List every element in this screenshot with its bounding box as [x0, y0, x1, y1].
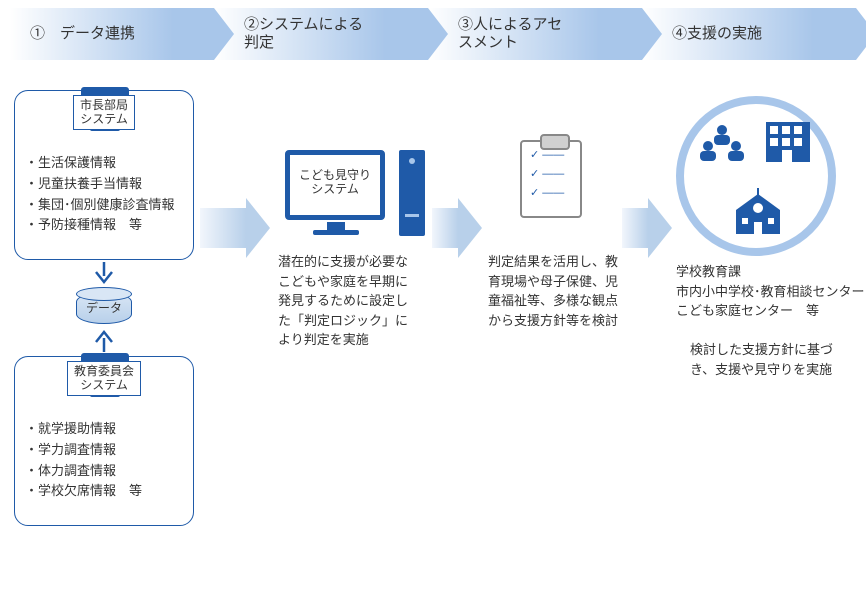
- stage4-orgs: 学校教育課 市内小中学校･教育相談センター こども家庭センター 等: [676, 262, 866, 321]
- stage3-desc: 判定結果を活用し、教育現場や母子保健、児童福祉等、多様な観点から支援方針等を検討: [488, 252, 618, 330]
- stage-3-label: ③人によるアセ スメント: [458, 16, 562, 52]
- check-icon: ✓ ——: [530, 186, 580, 199]
- stage-2: ②システムによる 判定: [214, 8, 428, 60]
- database-icon: データ: [76, 292, 132, 324]
- list-item: ・学校欠席情報 等: [25, 481, 183, 502]
- stage-1: ① データ連携: [10, 8, 214, 60]
- flow-arrow-icon: [622, 208, 648, 248]
- list-item: ・体力調査情報: [25, 461, 183, 482]
- clipboard-icon: ✓ —— ✓ —— ✓ ——: [520, 140, 582, 218]
- stage-1-label: ① データ連携: [30, 25, 135, 43]
- list-item: ・予防接種情報 等: [25, 215, 183, 236]
- check-icon: ✓ ——: [530, 167, 580, 180]
- stage2-desc: 潜在的に支援が必要なこどもや家庭を早期に発見するために設定した「判定ロジック」に…: [278, 252, 418, 350]
- database-label: データ: [86, 301, 122, 315]
- stage-header: ① データ連携 ②システムによる 判定 ③人によるアセ スメント ④支援の実施: [10, 8, 856, 60]
- stage4-desc: 検討した支援方針に基づき、支援や見守りを実施: [690, 340, 840, 379]
- stage-2-label: ②システムによる 判定: [244, 16, 363, 52]
- stage-4-label: ④支援の実施: [672, 25, 762, 43]
- school-icon: [732, 188, 784, 238]
- support-circle: [676, 96, 836, 256]
- list-item: ・集団･個別健康診査情報: [25, 195, 183, 216]
- flow-arrow-icon: [200, 208, 246, 248]
- check-icon: ✓ ——: [530, 148, 580, 161]
- edu-board-box: 教育委員会 システム ・就学援助情報 ・学力調査情報 ・体力調査情報 ・学校欠席…: [14, 356, 194, 526]
- people-icon: [698, 122, 746, 162]
- arrow-up-icon: [92, 328, 116, 352]
- stage-3: ③人によるアセ スメント: [428, 8, 642, 60]
- edu-system-label: 教育委員会 システム: [67, 361, 141, 396]
- mayor-dept-box: 市長部局 システム ・生活保護情報 ・児童扶養手当情報 ・集団･個別健康診査情報…: [14, 90, 194, 260]
- list-item: ・学力調査情報: [25, 440, 183, 461]
- mayor-info-list: ・生活保護情報 ・児童扶養手当情報 ・集団･個別健康診査情報 ・予防接種情報 等: [25, 153, 183, 236]
- list-item: ・生活保護情報: [25, 153, 183, 174]
- stage-4: ④支援の実施: [642, 8, 856, 60]
- list-item: ・就学援助情報: [25, 419, 183, 440]
- mayor-system-label: 市長部局 システム: [73, 95, 135, 130]
- kodomo-system-graphic: こども見守り システム: [285, 150, 435, 240]
- arrow-down-icon: [92, 262, 116, 286]
- edu-info-list: ・就学援助情報 ・学力調査情報 ・体力調査情報 ・学校欠席情報 等: [25, 419, 183, 502]
- building-icon: [762, 118, 814, 166]
- list-item: ・児童扶養手当情報: [25, 174, 183, 195]
- kodomo-system-label: こども見守り システム: [293, 166, 377, 199]
- flow-arrow-icon: [432, 208, 458, 248]
